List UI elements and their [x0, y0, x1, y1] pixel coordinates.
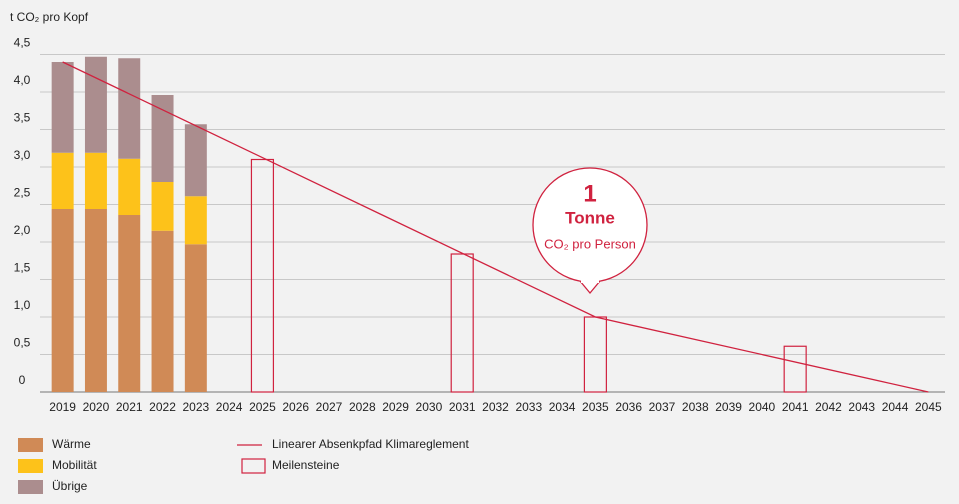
x-tick-label: 2028	[349, 400, 376, 414]
legend-label: Meilensteine	[272, 458, 340, 472]
x-tick-label: 2033	[515, 400, 542, 414]
y-tick-label: 4,0	[14, 73, 31, 87]
x-tick-label: 2025	[249, 400, 276, 414]
callout-cover	[581, 277, 599, 283]
y-tick-label: 2,5	[14, 186, 31, 200]
x-tick-label: 2040	[749, 400, 776, 414]
bar-segment	[151, 182, 174, 231]
bar-segment	[184, 244, 207, 392]
y-tick-label: 0	[19, 373, 26, 387]
legend-swatch	[241, 458, 266, 474]
x-tick-label: 2032	[482, 400, 509, 414]
bar-segment	[84, 56, 107, 153]
y-tick-label: 0,5	[14, 336, 31, 350]
bar-segment	[118, 215, 141, 392]
legend-swatch	[18, 438, 43, 452]
x-tick-label: 2042	[815, 400, 842, 414]
bar-segment	[51, 209, 74, 392]
y-tick-label: 3,0	[14, 148, 31, 162]
legend-label: Linearer Absenkpfad Klimareglement	[272, 437, 469, 451]
milestone	[250, 158, 275, 393]
x-tick-label: 2039	[715, 400, 742, 414]
x-tick-label: 2031	[449, 400, 476, 414]
legend-label: Übrige	[52, 479, 88, 493]
x-tick-label: 2021	[116, 400, 143, 414]
x-tick-label: 2036	[615, 400, 642, 414]
bar-segment	[84, 152, 107, 209]
bar-segment	[84, 209, 107, 392]
x-tick-label: 2029	[382, 400, 409, 414]
x-tick-label: 2041	[782, 400, 809, 414]
y-tick-label: 3,5	[14, 111, 31, 125]
x-tick-label: 2034	[549, 400, 576, 414]
bar-segment	[51, 62, 74, 153]
legend-label: Wärme	[52, 437, 91, 451]
x-tick-label: 2023	[182, 400, 209, 414]
x-tick-label: 2037	[649, 400, 676, 414]
callout-text: CO₂ pro Person	[544, 236, 636, 251]
x-tick-label: 2022	[149, 400, 176, 414]
x-tick-label: 2043	[848, 400, 875, 414]
x-tick-label: 2019	[49, 400, 76, 414]
callout-text: 1	[583, 180, 596, 207]
bar-segment	[151, 95, 174, 182]
legend-swatch	[18, 480, 43, 494]
y-tick-label: 2,0	[14, 223, 31, 237]
y-tick-label: 1,5	[14, 261, 31, 275]
bar-segment	[184, 124, 207, 197]
callout-text: Tonne	[565, 208, 615, 227]
x-tick-label: 2024	[216, 400, 243, 414]
callout-bubble	[579, 280, 601, 295]
reduction-path	[62, 61, 929, 393]
x-tick-label: 2038	[682, 400, 709, 414]
bar-segment	[118, 58, 141, 159]
bar-segment	[51, 152, 74, 209]
y-tick-label: 4,5	[14, 36, 31, 50]
y-tick-label: 1,0	[14, 298, 31, 312]
milestone	[450, 253, 474, 393]
bar-segment	[118, 158, 141, 215]
x-tick-label: 2026	[282, 400, 309, 414]
bar-segment	[151, 230, 174, 392]
milestone	[783, 345, 807, 393]
x-tick-label: 2044	[882, 400, 909, 414]
x-tick-label: 2027	[316, 400, 343, 414]
y-axis-label: t CO₂ pro Kopf	[10, 10, 89, 24]
legend-swatch	[18, 459, 43, 473]
x-tick-label: 2030	[416, 400, 443, 414]
x-tick-label: 2045	[915, 400, 942, 414]
x-tick-label: 2020	[83, 400, 110, 414]
x-tick-label: 2035	[582, 400, 609, 414]
legend-label: Mobilität	[52, 458, 97, 472]
bar-segment	[184, 196, 207, 245]
